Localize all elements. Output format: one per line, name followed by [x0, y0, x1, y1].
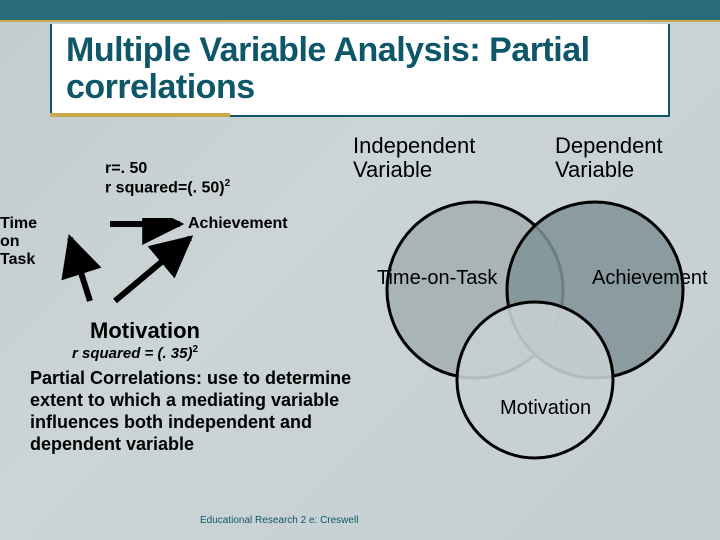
- r-squared-2: r squared = (. 35)2: [72, 344, 198, 362]
- arrow-diagram: [60, 218, 270, 318]
- r-squared: r squared=(. 50)2: [105, 178, 230, 197]
- venn-label-timeontask: Time-on-Task: [377, 267, 497, 290]
- venn-diagram: Time-on-Task Achievement Motivation: [360, 195, 710, 455]
- venn-svg: [360, 195, 710, 465]
- r-stats: r=. 50 r squared=(. 50)2: [105, 160, 230, 197]
- footer-citation: Educational Research 2 e: Creswell: [200, 515, 358, 526]
- venn-label-motivation: Motivation: [500, 397, 591, 420]
- motivation-label: Motivation: [90, 318, 200, 344]
- description-text: Partial Correlations: use to determine e…: [30, 368, 360, 456]
- independent-heading: IndependentVariable: [353, 134, 475, 182]
- dependent-heading: DependentVariable: [555, 134, 663, 182]
- r-value: r=. 50: [105, 160, 230, 178]
- page-title: Multiple Variable Analysis: Partial corr…: [66, 32, 654, 105]
- time-on-task-label: Time on Task: [0, 215, 37, 269]
- title-accent: [50, 113, 230, 117]
- header-bar: [0, 0, 720, 22]
- title-block: Multiple Variable Analysis: Partial corr…: [50, 24, 670, 117]
- venn-label-achievement: Achievement: [592, 267, 708, 290]
